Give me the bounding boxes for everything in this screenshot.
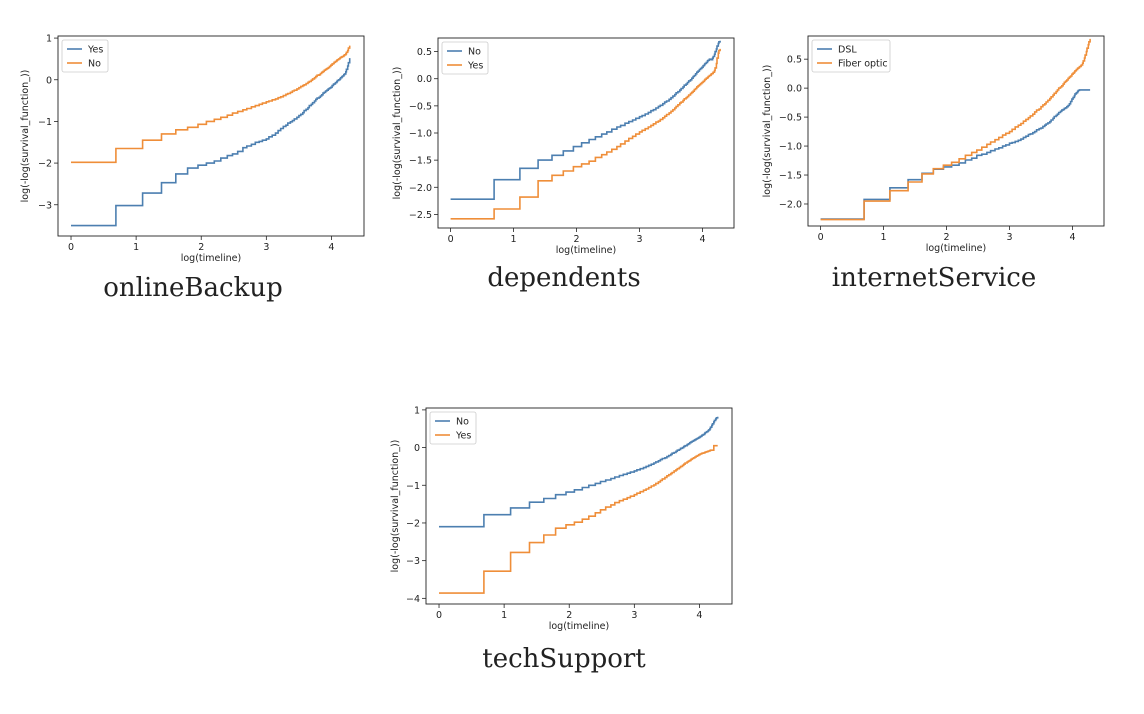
legend-label: No	[88, 59, 101, 70]
x-tick-label: 2	[566, 610, 572, 621]
y-tick-label: −2.0	[409, 183, 432, 194]
y-tick-label: −0.5	[779, 113, 802, 124]
y-tick-label: 0.5	[787, 55, 802, 66]
legend-label: No	[456, 417, 469, 428]
y-tick-label: −2.5	[409, 210, 432, 221]
chart-svg: 0 1 2 3 4 −2.0 −1.5 −1.0 −0.5 0.0 0.5 log(timeline)…	[762, 35, 1105, 254]
chart-caption-dependents: dependents	[487, 263, 641, 293]
y-tick-label: −4	[406, 594, 420, 605]
series-line-dsl	[820, 89, 1091, 220]
y-axis-label: log(-log(survival_function_))	[392, 67, 403, 200]
x-tick-label: 1	[881, 232, 887, 243]
legend-label: Yes	[467, 61, 483, 72]
series-line-yes	[439, 444, 718, 594]
legend-box	[61, 39, 109, 73]
y-tick-label: 1	[46, 34, 52, 45]
x-tick-label: 0	[818, 232, 824, 243]
x-tick-label: 2	[198, 242, 204, 253]
x-tick-label: 3	[631, 610, 637, 621]
x-tick-label: 2	[574, 234, 580, 245]
x-tick-label: 3	[263, 242, 269, 253]
series-line-no	[450, 40, 721, 200]
chart-svg: 0 1 2 3 4 −2.5 −2.0 −1.5 −1.0 −0.5 0.0 0.5 log(timel…	[392, 37, 735, 256]
y-axis-label: log(-log(survival_function_))	[762, 65, 773, 198]
x-axis-label: log(timeline)	[549, 621, 610, 632]
x-tick-label: 0	[68, 242, 74, 253]
x-tick-label: 0	[448, 234, 454, 245]
chart-panel-onlinebackup: 0 1 2 3 4 −3 −2 −1 0 1 log(timeline) log(-log(survi…	[20, 28, 374, 268]
x-tick-label: 4	[696, 610, 702, 621]
y-axis-label: log(-log(survival_function_))	[390, 440, 401, 573]
series-line-fiber-optic	[820, 38, 1091, 221]
series-line-yes	[450, 48, 721, 220]
x-tick-label: 3	[1007, 232, 1013, 243]
chart-svg: 0 1 2 3 4 −4 −3 −2 −1 0 1 log(timeline) log(-log(sur…	[390, 405, 733, 632]
legend-label: DSL	[838, 45, 857, 56]
y-tick-label: −3	[406, 556, 420, 567]
x-tick-label: 2	[944, 232, 950, 243]
y-tick-label: 0	[414, 443, 420, 454]
y-tick-label: −1.0	[409, 129, 432, 140]
legend-box	[441, 41, 489, 75]
x-axis-label: log(timeline)	[926, 243, 987, 254]
y-tick-label: 1	[414, 405, 420, 416]
y-tick-label: 0.0	[787, 84, 802, 95]
legend-box	[811, 39, 891, 73]
y-tick-label: 0.5	[417, 47, 432, 58]
x-tick-label: 4	[1069, 232, 1075, 243]
x-axis-label: log(timeline)	[556, 245, 617, 256]
x-tick-label: 1	[511, 234, 517, 245]
y-tick-label: −1	[406, 481, 420, 492]
y-tick-label: −2.0	[779, 199, 802, 210]
chart-svg: 0 1 2 3 4 −3 −2 −1 0 1 log(timeline) log(-log(survi…	[20, 34, 365, 264]
y-axis-label: log(-log(survival_function_))	[20, 70, 31, 203]
x-tick-label: 0	[436, 610, 442, 621]
chart-panel-dependents: 0 1 2 3 4 −2.5 −2.0 −1.5 −1.0 −0.5 0.0 0.5 log(timel…	[390, 28, 744, 260]
chart-panel-techsupport: 0 1 2 3 4 −4 −3 −2 −1 0 1 log(timeline) log(-log(sur…	[388, 400, 742, 636]
x-tick-label: 1	[501, 610, 507, 621]
y-tick-label: −1.0	[779, 142, 802, 153]
plot-frame	[807, 35, 1105, 227]
y-tick-label: −3	[38, 200, 52, 211]
y-tick-label: −1	[38, 117, 52, 128]
plot-frame	[425, 407, 733, 605]
legend-label: Fiber optic	[838, 59, 888, 70]
series-line-no	[71, 45, 351, 164]
y-tick-label: 0	[46, 75, 52, 86]
y-tick-label: −1.5	[779, 171, 802, 182]
chart-caption-internetservice: internetService	[831, 263, 1037, 293]
plot-frame	[57, 35, 365, 237]
chart-caption-techsupport: techSupport	[482, 644, 646, 674]
legend-box	[429, 411, 477, 445]
x-axis-label: log(timeline)	[181, 253, 242, 264]
chart-panel-internetservice: 0 1 2 3 4 −2.0 −1.5 −1.0 −0.5 0.0 0.5 log(timeline)…	[760, 28, 1114, 258]
x-tick-label: 1	[133, 242, 139, 253]
chart-caption-onlinebackup: onlineBackup	[103, 273, 283, 303]
x-tick-label: 3	[637, 234, 643, 245]
y-tick-label: −0.5	[409, 101, 432, 112]
series-line-yes	[71, 58, 351, 227]
legend-label: Yes	[87, 45, 103, 56]
y-tick-label: −2	[38, 159, 52, 170]
legend-label: Yes	[455, 431, 471, 442]
x-tick-label: 4	[699, 234, 705, 245]
x-tick-label: 4	[328, 242, 334, 253]
legend-label: No	[468, 47, 481, 58]
y-tick-label: 0.0	[417, 74, 432, 85]
series-line-no	[439, 416, 719, 528]
y-tick-label: −1.5	[409, 156, 432, 167]
y-tick-label: −2	[406, 518, 420, 529]
